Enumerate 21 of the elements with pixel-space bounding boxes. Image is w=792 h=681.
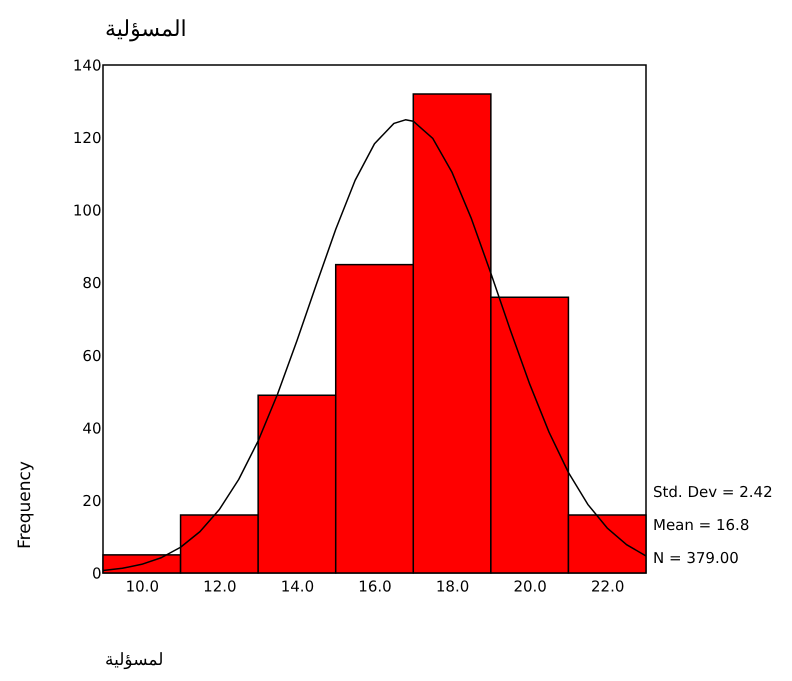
text: Std. Dev = 2.42 [653,483,773,501]
x-tick-label: 16.0 [358,578,392,596]
text: Mean = 16.8 [653,516,750,534]
y-tick-label: 120 [72,129,102,148]
x-axis-title: لمسؤلية [105,650,164,670]
x-tick-label: 14.0 [280,578,314,596]
chart-title: المسؤلية [105,17,187,42]
y-tick-label: 100 [72,202,102,220]
x-tick-label: 20.0 [513,578,547,596]
y-tick-label: 60 [82,346,102,365]
y-tick-label: 80 [82,274,102,292]
y-tick-label: 140 [72,56,102,74]
x-tick-label: 12.0 [203,578,237,596]
y-axis-title: Frequency [15,461,35,549]
x-tick-label: 18.0 [436,578,470,596]
y-tick-label: 20 [82,492,102,510]
text: N = 379.00 [653,549,739,567]
y-tick-label: 40 [82,419,102,438]
y-tick-label: 0 [92,564,102,582]
x-tick-label: 10.0 [126,578,159,596]
x-tick-label: 22.0 [591,578,624,596]
